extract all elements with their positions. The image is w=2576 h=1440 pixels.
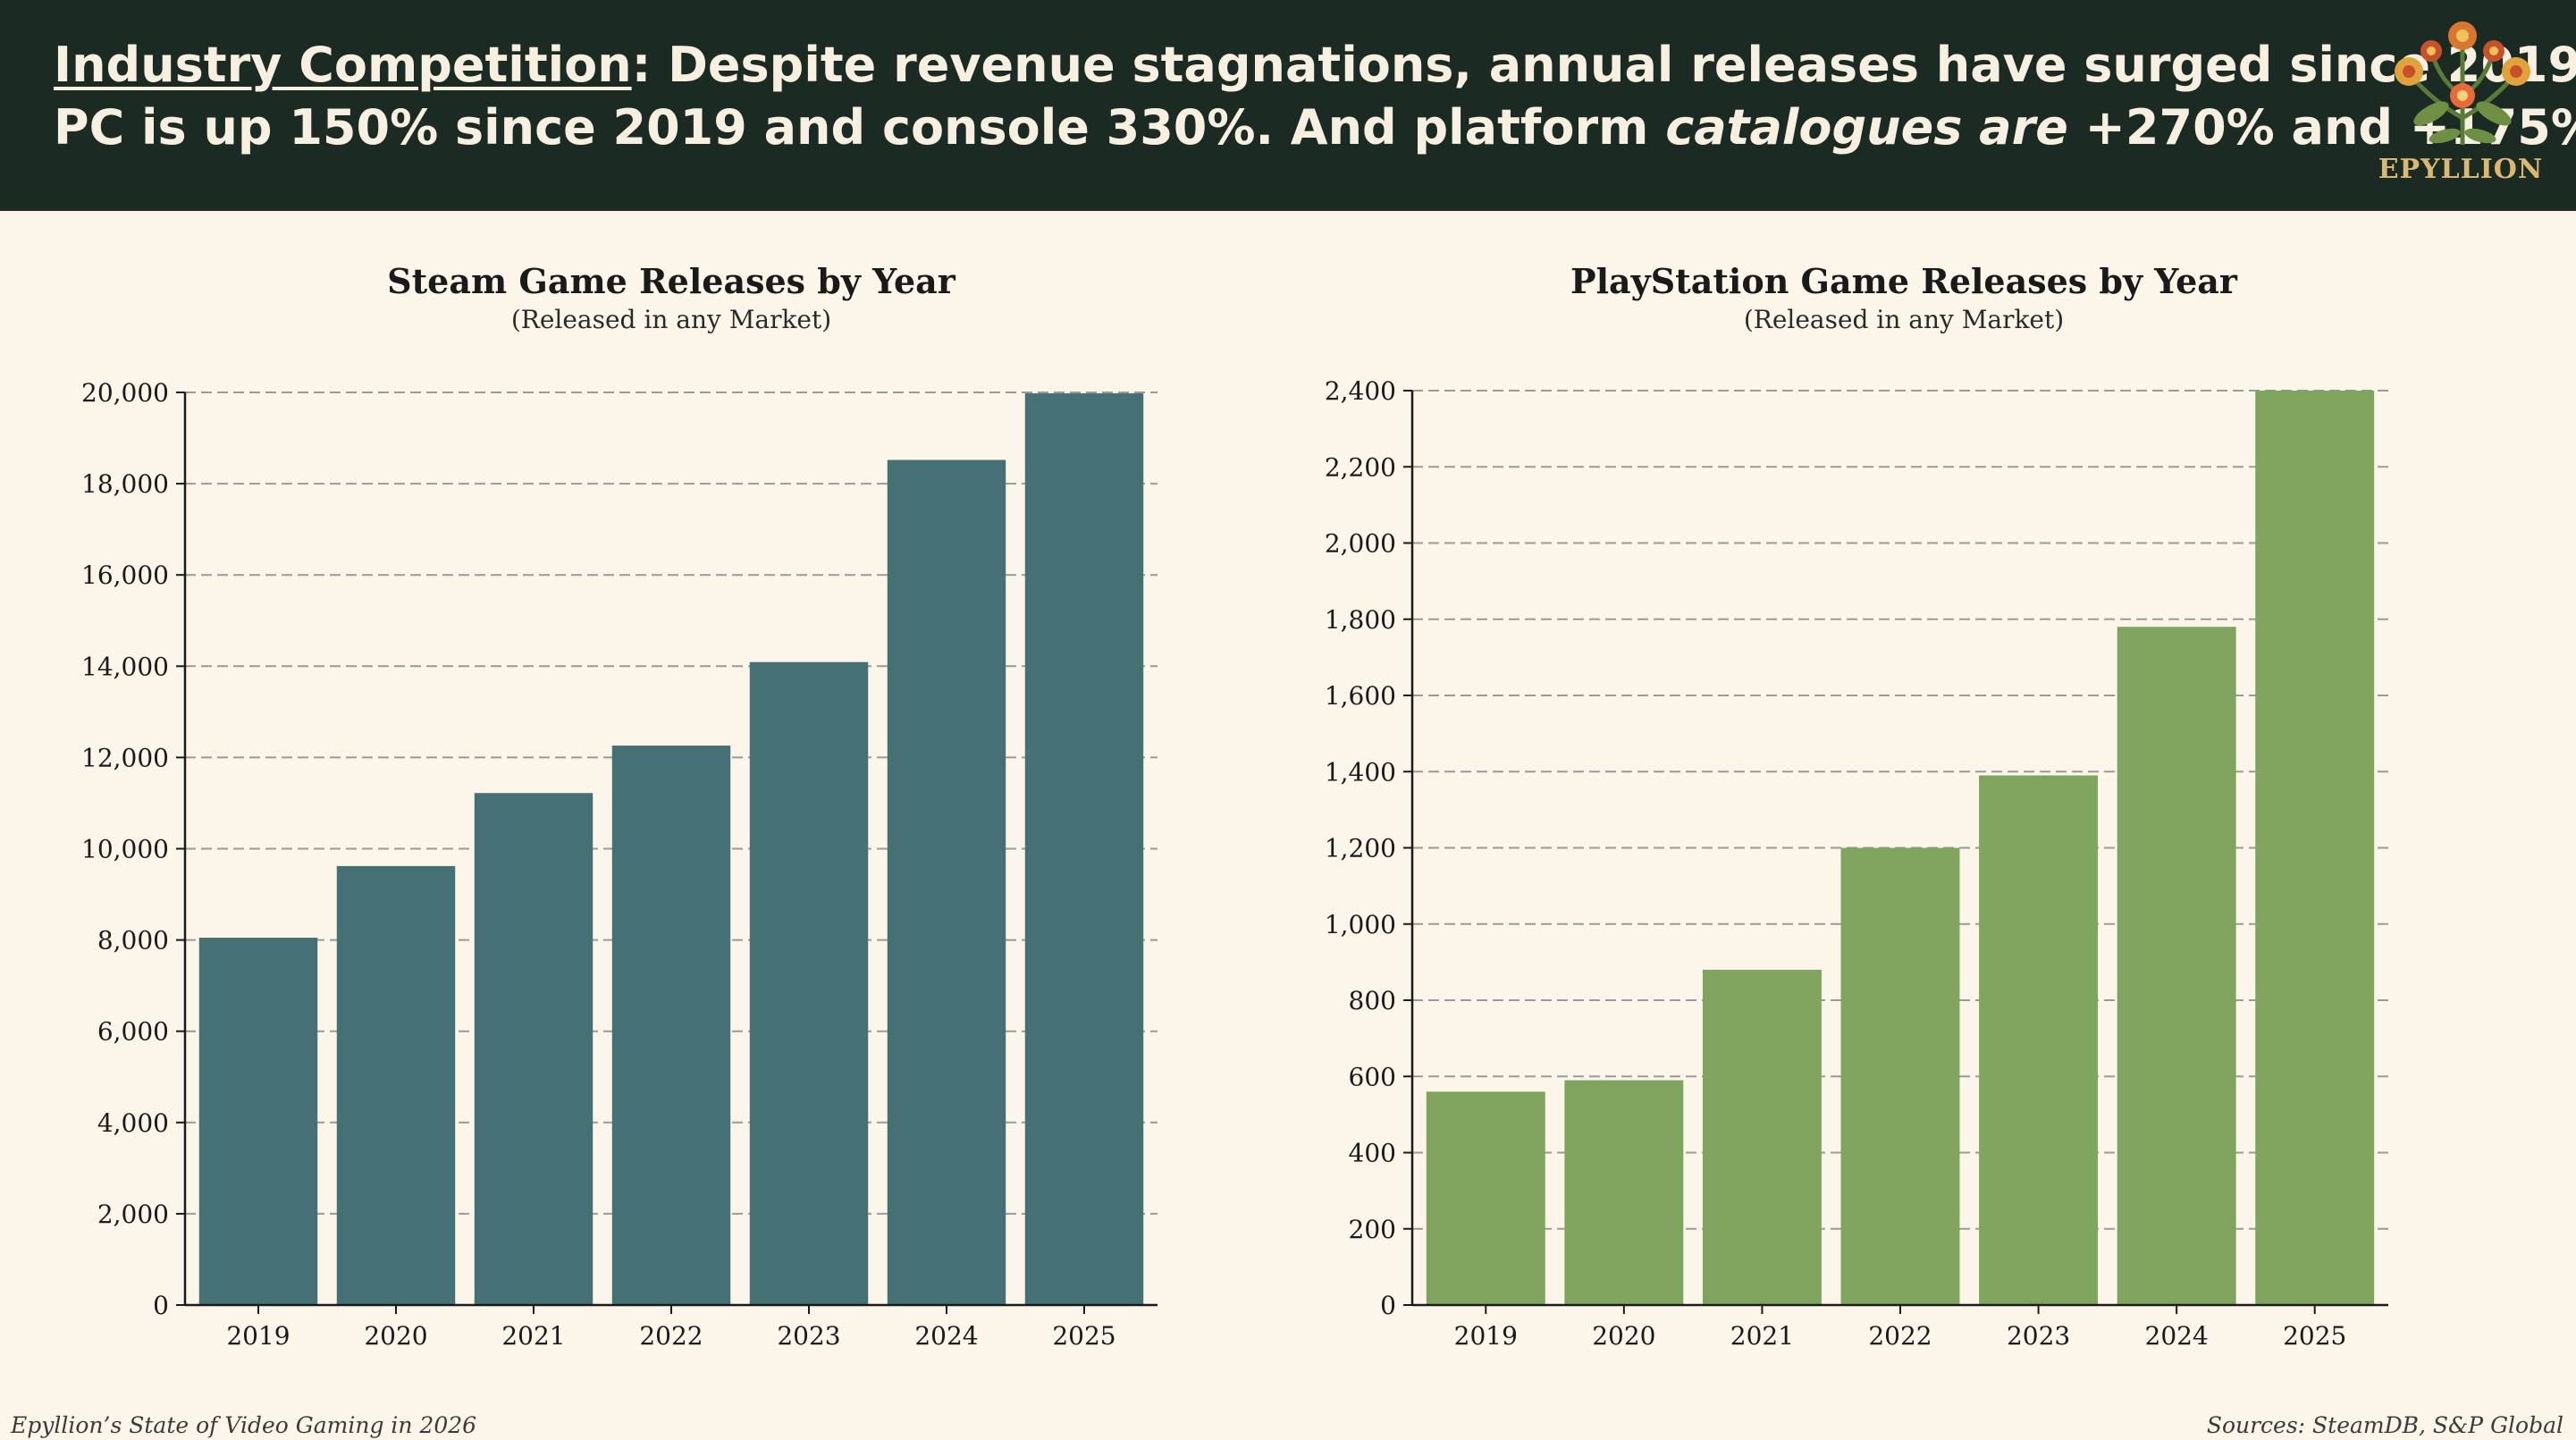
playstation-y-tick-label: 1,000 xyxy=(1325,910,1396,939)
steam-bar-2025 xyxy=(1024,393,1144,1305)
steam-y-tick-label: 10,000 xyxy=(81,835,169,864)
steam-chart-subtitle: (Released in any Market) xyxy=(511,305,831,334)
steam-bar-2022 xyxy=(611,745,731,1305)
steam-bar-2024 xyxy=(887,459,1006,1305)
playstation-y-tick-label: 600 xyxy=(1349,1062,1396,1091)
playstation-y-tick-label: 2,400 xyxy=(1325,376,1396,406)
playstation-releases-chart: PlayStation Game Releases by Year (Releas… xyxy=(1233,250,2576,1350)
steam-bar-2019 xyxy=(198,938,318,1305)
logo-text: EPYLLION xyxy=(2378,154,2544,185)
steam-y-tick-label: 18,000 xyxy=(81,469,169,499)
playstation-bar-2020 xyxy=(1564,1080,1684,1305)
steam-x-tick-label: 2025 xyxy=(1052,1321,1115,1350)
playstation-x-tick-label: 2023 xyxy=(2007,1321,2070,1350)
playstation-chart-svg: PlayStation Game Releases by Year (Releas… xyxy=(1325,261,2388,1350)
playstation-y-tick-label: 1,800 xyxy=(1325,605,1396,635)
playstation-y-tick-label: 200 xyxy=(1349,1215,1396,1244)
steam-chart-title: Steam Game Releases by Year xyxy=(387,261,956,301)
playstation-chart-subtitle: (Released in any Market) xyxy=(1744,305,2064,334)
playstation-y-tick-label: 1,200 xyxy=(1325,834,1396,863)
playstation-y-tick-label: 2,000 xyxy=(1325,529,1396,559)
steam-y-tick-label: 4,000 xyxy=(97,1108,169,1138)
playstation-x-tick-label: 2020 xyxy=(1592,1321,1655,1350)
playstation-bar-2021 xyxy=(1702,969,1822,1305)
footer-sources: Sources: SteamDB, S&P Global xyxy=(2206,1412,2563,1438)
playstation-x-tick-label: 2022 xyxy=(1868,1321,1932,1350)
headline-underlined: Industry Competition xyxy=(54,37,632,93)
steam-releases-chart: Steam Game Releases by Year (Released in … xyxy=(0,250,1233,1350)
headline-line-1-rest: : Despite revenue stagnations, annual re… xyxy=(631,37,2576,93)
playstation-x-tick-label: 2021 xyxy=(1730,1321,1794,1350)
steam-bar-2021 xyxy=(474,793,593,1305)
steam-y-tick-label: 16,000 xyxy=(81,560,169,590)
steam-y-tick-label: 12,000 xyxy=(81,743,169,772)
playstation-y-tick-label: 400 xyxy=(1349,1139,1396,1168)
playstation-bar-2022 xyxy=(1840,847,1960,1305)
headline: Industry Competition: Despite revenue st… xyxy=(54,34,2576,159)
steam-y-tick-label: 2,000 xyxy=(97,1200,169,1229)
steam-x-tick-label: 2022 xyxy=(639,1321,703,1350)
headline-line-1: Industry Competition: Despite revenue st… xyxy=(54,34,2576,97)
playstation-bar-2024 xyxy=(2117,627,2236,1305)
playstation-y-tick-label: 2,200 xyxy=(1325,452,1396,482)
playstation-y-tick-label: 1,600 xyxy=(1325,681,1396,711)
playstation-bar-2019 xyxy=(1426,1091,1545,1305)
playstation-bar-2023 xyxy=(1979,775,2099,1305)
playstation-y-tick-label: 0 xyxy=(1380,1291,1396,1320)
steam-x-tick-label: 2019 xyxy=(226,1321,290,1350)
steam-x-tick-label: 2021 xyxy=(501,1321,565,1350)
playstation-chart-title: PlayStation Game Releases by Year xyxy=(1570,261,2238,301)
headline-line-2-italic: catalogues are xyxy=(1665,99,2068,156)
steam-x-tick-label: 2024 xyxy=(914,1321,978,1350)
footer-credit: Epyllion’s State of Video Gaming in 2026 xyxy=(11,1412,477,1438)
playstation-y-tick-label: 800 xyxy=(1349,986,1396,1015)
steam-bar-2023 xyxy=(749,661,869,1305)
steam-y-tick-label: 20,000 xyxy=(81,378,169,408)
steam-x-tick-label: 2020 xyxy=(364,1321,427,1350)
headline-line-2-start: PC is up 150% since 2019 and console 330… xyxy=(54,99,1666,156)
header-banner: Industry Competition: Despite revenue st… xyxy=(0,0,2576,211)
floral-logo-icon xyxy=(2395,21,2530,145)
playstation-x-tick-label: 2024 xyxy=(2145,1321,2209,1350)
headline-line-2: PC is up 150% since 2019 and console 330… xyxy=(54,97,2576,159)
steam-x-tick-label: 2023 xyxy=(777,1321,840,1350)
playstation-y-tick-label: 1,400 xyxy=(1325,757,1396,787)
playstation-bar-2025 xyxy=(2255,391,2375,1305)
playstation-x-tick-label: 2025 xyxy=(2283,1321,2346,1350)
steam-y-tick-label: 6,000 xyxy=(97,1017,169,1047)
steam-y-tick-label: 14,000 xyxy=(81,652,169,681)
playstation-x-tick-label: 2019 xyxy=(1454,1321,1518,1350)
steam-chart-svg: Steam Game Releases by Year (Released in … xyxy=(81,261,1158,1350)
steam-y-tick-label: 8,000 xyxy=(97,926,169,956)
steam-bar-2020 xyxy=(336,865,456,1305)
steam-y-tick-label: 0 xyxy=(153,1291,169,1320)
